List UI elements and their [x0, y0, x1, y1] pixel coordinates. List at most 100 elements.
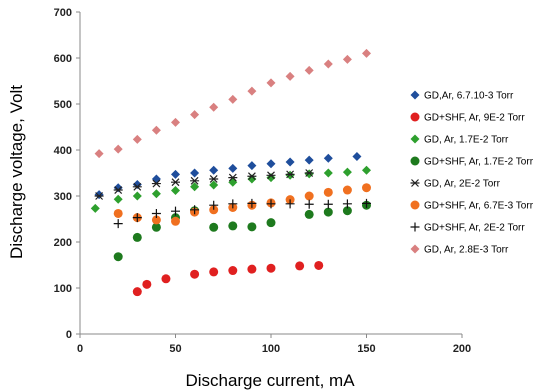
data-point [247, 198, 257, 208]
data-point [304, 169, 314, 177]
legend-marker [410, 200, 420, 210]
series-4 [113, 200, 371, 262]
data-point [171, 117, 180, 127]
legend-marker [410, 244, 420, 254]
data-point [228, 199, 238, 209]
data-point [190, 176, 200, 185]
data-point [314, 260, 324, 270]
data-point [142, 279, 152, 289]
data-point [362, 198, 371, 208]
data-point [266, 171, 276, 180]
legend-item: GD+SHF, Ar, 6.7E-3 Torr [410, 200, 534, 212]
data-point [151, 179, 161, 188]
data-point [90, 203, 100, 213]
data-point [285, 199, 295, 209]
x-tick-label: 150 [357, 343, 375, 355]
data-point [113, 252, 123, 262]
data-point [113, 194, 123, 204]
data-point [151, 215, 161, 225]
data-point [171, 185, 180, 195]
data-point [190, 269, 200, 279]
data-point [342, 206, 352, 216]
legend-item: GD,Ar, 6.7.10-3 Torr [410, 90, 514, 102]
data-point [323, 59, 333, 69]
y-tick-label: 100 [54, 283, 72, 295]
data-point [151, 174, 161, 184]
data-point [362, 165, 371, 175]
data-point [247, 264, 257, 274]
legend-marker [410, 156, 420, 166]
data-point [342, 199, 352, 209]
data-point [266, 159, 276, 169]
data-point [151, 125, 161, 135]
chart-points [90, 48, 371, 297]
data-point [209, 102, 219, 112]
data-point [209, 165, 219, 175]
data-point [151, 208, 161, 218]
legend-item: GD, Ar, 2E-2 Torr [410, 179, 501, 190]
data-point [362, 48, 371, 58]
legend-label: GD, Ar, 2E-2 Torr [424, 179, 501, 190]
data-point [304, 209, 314, 219]
legend-label: GD+SHF, Ar, 9E-2 Torr [424, 113, 525, 124]
x-tick-label: 200 [453, 343, 471, 355]
legend-label: GD+SHF, Ar, 1.7E-2 Torr [424, 157, 534, 168]
x-tick-label: 100 [262, 343, 280, 355]
data-point [304, 155, 314, 165]
data-point [151, 222, 161, 232]
legend-item: GD+SHF, Ar, 1.7E-2 Torr [410, 156, 534, 168]
data-point [247, 161, 257, 171]
y-tick-label: 700 [54, 7, 72, 19]
data-point [132, 232, 142, 242]
data-point [171, 169, 180, 179]
x-tick-label: 0 [77, 343, 83, 355]
data-point [113, 183, 123, 193]
data-point [228, 163, 238, 173]
data-point [247, 86, 257, 96]
data-point [285, 157, 295, 167]
y-tick-label: 200 [54, 237, 72, 249]
data-point [266, 78, 276, 88]
chart-ticks: 0 100 200 300 400 500 600 700 0 50 100 150 200 [54, 7, 472, 355]
data-point [266, 173, 276, 183]
legend-marker [410, 90, 420, 100]
data-point [266, 263, 276, 273]
series-8 [94, 48, 371, 159]
legend-item: GD+SHF, Ar, 9E-2 Torr [410, 112, 525, 124]
legend-item: GD, Ar, 2.8E-3 Torr [410, 244, 509, 256]
data-point [209, 180, 219, 190]
data-point [132, 182, 142, 191]
data-point [113, 219, 123, 229]
legend-label: GD, Ar, 1.7E-2 Torr [424, 135, 509, 146]
y-tick-label: 400 [54, 145, 72, 157]
data-point [304, 169, 314, 179]
data-point [190, 182, 200, 192]
legend-marker [410, 134, 420, 144]
data-point [323, 153, 333, 163]
data-point [295, 261, 305, 271]
data-point [228, 173, 238, 182]
data-point [190, 205, 200, 215]
legend-marker [410, 112, 420, 122]
series-2 [132, 260, 324, 297]
data-point [161, 274, 171, 284]
data-point [209, 205, 219, 215]
data-point [228, 177, 238, 187]
data-point [132, 134, 142, 144]
data-point [151, 189, 161, 199]
data-point [171, 216, 180, 226]
y-tick-label: 0 [66, 329, 72, 341]
data-point [209, 222, 219, 232]
legend-label: GD+SHF, Ar, 2E-2 Torr [424, 223, 525, 234]
data-point [304, 199, 314, 209]
data-point [285, 170, 295, 179]
data-point [285, 170, 295, 180]
data-point [209, 175, 219, 183]
data-point [304, 191, 314, 201]
data-point [342, 185, 352, 195]
series-1 [94, 151, 362, 200]
data-point [228, 94, 238, 104]
data-point [94, 190, 104, 200]
data-point [113, 186, 123, 194]
y-tick-label: 300 [54, 191, 72, 203]
